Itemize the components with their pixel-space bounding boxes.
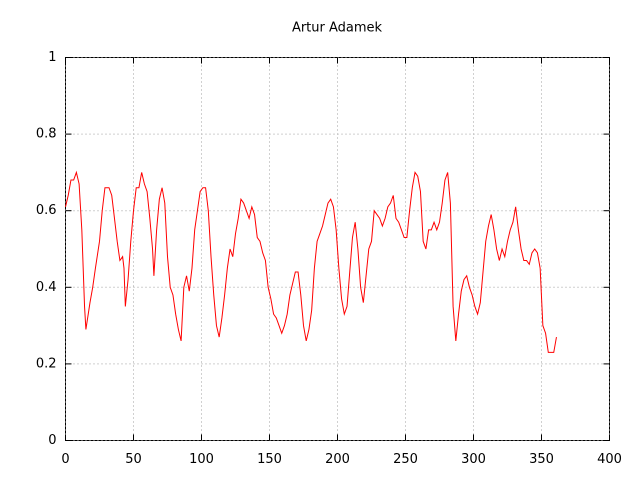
data-line [65, 170, 557, 353]
chart-title: Artur Adamek [292, 21, 383, 36]
y-tick-label: 0 [48, 433, 56, 448]
y-tick-label: 0.6 [36, 203, 57, 218]
x-tick-label: 350 [529, 452, 554, 467]
y-tick-label: 0.8 [36, 127, 57, 142]
y-tick-label: 0.2 [36, 356, 57, 371]
x-tick-label: 150 [257, 452, 282, 467]
x-tick-label: 50 [125, 452, 142, 467]
x-tick-label: 400 [597, 452, 622, 467]
x-tick-label: 250 [393, 452, 418, 467]
y-tick-label: 1 [48, 50, 56, 65]
x-tick-label: 0 [61, 452, 69, 467]
y-tick-label: 0.4 [36, 280, 57, 295]
x-tick-label: 200 [325, 452, 350, 467]
x-tick-label: 100 [189, 452, 214, 467]
x-tick-label: 300 [461, 452, 486, 467]
